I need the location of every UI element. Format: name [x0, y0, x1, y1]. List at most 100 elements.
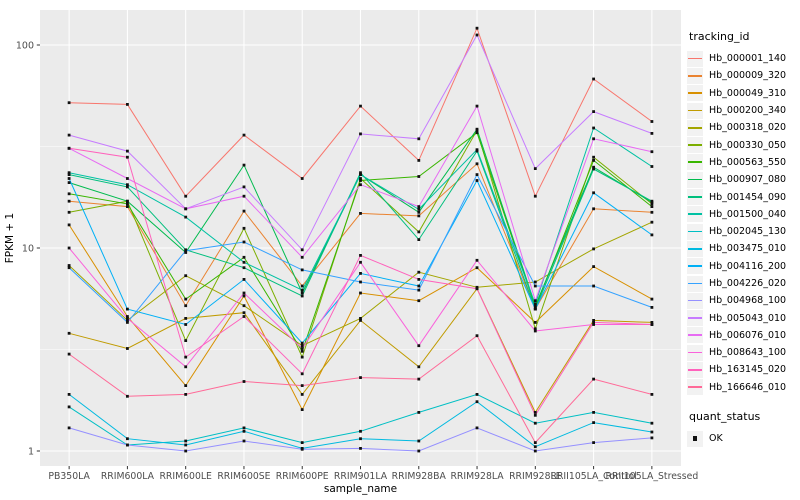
legend-key-line [688, 351, 702, 354]
x-tick-label: RRIM600SE [217, 471, 270, 482]
data-point-Hb_001500_040 [475, 148, 479, 152]
data-point-Hb_001454_090 [650, 199, 654, 203]
data-point-Hb_004116_200 [650, 233, 654, 237]
data-point-Hb_000001_140 [592, 77, 595, 81]
legend-key-line [688, 265, 702, 267]
x-tick-label: RRIM600LE [159, 471, 212, 482]
data-point-Hb_166646_010 [242, 380, 246, 383]
data-point-Hb_000001_140 [417, 159, 421, 162]
data-point-Hb_006076_010 [359, 183, 362, 187]
legend-quant-status: quant_status OK [687, 410, 799, 447]
data-point-Hb_000001_140 [184, 194, 188, 198]
data-point-Hb_006076_010 [300, 255, 304, 259]
legend-key-line [688, 126, 702, 129]
legend-key-line [688, 230, 702, 233]
data-point-Hb_004226_020 [184, 249, 188, 253]
legend-key-swatch [687, 292, 703, 309]
data-point-Hb_001454_090 [242, 266, 246, 270]
data-point-Hb_004226_020 [533, 284, 537, 288]
data-point-Hb_000330_050 [592, 155, 595, 159]
data-point-Hb_004116_200 [475, 179, 479, 182]
x-axis-title: sample_name [324, 483, 397, 495]
data-point-Hb_003475_010 [184, 443, 188, 447]
legend-key-line [688, 282, 702, 285]
data-point-Hb_008643_100 [475, 258, 479, 262]
data-point-Hb_004116_200 [592, 191, 595, 195]
data-point-Hb_000330_050 [533, 327, 537, 331]
data-point-Hb_000049_310 [126, 315, 129, 318]
data-point-Hb_000563_550 [475, 131, 479, 135]
legend-key-swatch [687, 67, 703, 84]
data-point-Hb_004226_020 [592, 284, 595, 288]
data-point-Hb_004116_200 [242, 278, 246, 281]
data-point-Hb_166646_010 [184, 393, 188, 396]
y-tick-label: 1 [28, 446, 34, 457]
data-point-Hb_004226_020 [359, 280, 362, 284]
legend-item-Hb_000001_140: Hb_000001_140 [687, 50, 799, 67]
data-point-Hb_003475_010 [67, 393, 71, 396]
legend-items-quant-status: OK [687, 430, 799, 447]
legend-item-Hb_001500_040: Hb_001500_040 [687, 206, 799, 223]
data-point-Hb_004968_100 [359, 447, 362, 450]
data-point-Hb_000001_140 [359, 104, 362, 108]
legend-item-label: Hb_002045_130 [709, 226, 787, 238]
data-point-Hb_000009_320 [184, 304, 188, 308]
x-tick-label: RRIM928BA [392, 471, 447, 482]
data-point-Hb_000001_140 [300, 177, 304, 180]
data-point-Hb_004968_100 [67, 426, 71, 430]
legend-item-Hb_000200_340: Hb_000200_340 [687, 102, 799, 119]
legend-key-swatch [687, 154, 703, 171]
data-point-Hb_002045_130 [184, 439, 188, 443]
data-point-Hb_000200_340 [67, 331, 71, 335]
data-point-Hb_004968_100 [475, 426, 479, 430]
data-point-Hb_003475_010 [475, 400, 479, 404]
legend-key-swatch [687, 137, 703, 154]
data-point-Hb_000330_050 [417, 230, 421, 234]
legend-item-label: Hb_000907_080 [709, 174, 787, 186]
data-point-Hb_000049_310 [67, 223, 71, 227]
data-point-Hb_000049_310 [592, 265, 595, 268]
data-point-Hb_000563_550 [650, 205, 654, 208]
legend-key-line [688, 386, 702, 388]
y-tick-label: 100 [16, 40, 34, 51]
data-point-Hb_000318_020 [300, 344, 304, 348]
data-point-Hb_005043_010 [67, 133, 71, 137]
data-point-Hb_001454_090 [359, 171, 362, 175]
legend-item-label: Hb_004968_100 [709, 295, 787, 307]
legend-item-label: Hb_003475_010 [709, 243, 787, 255]
legend-key-swatch [687, 85, 703, 102]
legend-item-Hb_006076_010: Hb_006076_010 [687, 327, 799, 344]
legend-title-tracking-id: tracking_id [689, 30, 750, 43]
data-point-Hb_000001_140 [242, 133, 246, 137]
data-point-Hb_166646_010 [359, 376, 362, 379]
data-point-Hb_000563_550 [533, 306, 537, 309]
data-point-Hb_000318_020 [359, 317, 362, 320]
data-point-Hb_005043_010 [359, 132, 362, 136]
data-point-Hb_000907_080 [417, 210, 421, 214]
legend-key-line [688, 92, 702, 94]
data-point-Hb_005043_010 [475, 33, 479, 37]
data-point-Hb_005043_010 [592, 110, 595, 113]
legend-key-line [688, 178, 702, 181]
legend-item-Hb_000563_550: Hb_000563_550 [687, 154, 799, 171]
data-point-Hb_005043_010 [417, 137, 421, 141]
data-point-Hb_005043_010 [126, 149, 129, 153]
legend-item-label: Hb_000049_310 [709, 87, 787, 99]
data-point-Hb_000563_550 [126, 202, 129, 206]
legend-item-Hb_000330_050: Hb_000330_050 [687, 136, 799, 154]
legend-item-label: Hb_008643_100 [709, 347, 787, 359]
legend-item-label: Hb_000563_550 [709, 156, 787, 168]
data-point-Hb_163145_020 [592, 321, 595, 324]
data-point-Hb_003475_010 [126, 437, 129, 441]
legend-items-tracking-id: Hb_000001_140 Hb_000009_320 Hb_000049_310 H… [687, 50, 799, 396]
legend-item-label: Hb_001500_040 [709, 208, 787, 220]
data-point-Hb_003475_010 [592, 421, 595, 424]
legend-key-swatch [687, 189, 703, 206]
legend-key-swatch [687, 258, 703, 275]
legend-item-Hb_002045_130: Hb_002045_130 [687, 223, 799, 240]
legend-item-label: Hb_006076_010 [709, 329, 787, 341]
legend: tracking_id Hb_000001_140 Hb_000009_320 Hb… [687, 30, 799, 447]
data-point-Hb_006076_010 [126, 177, 129, 180]
data-point-Hb_166646_010 [126, 394, 129, 398]
